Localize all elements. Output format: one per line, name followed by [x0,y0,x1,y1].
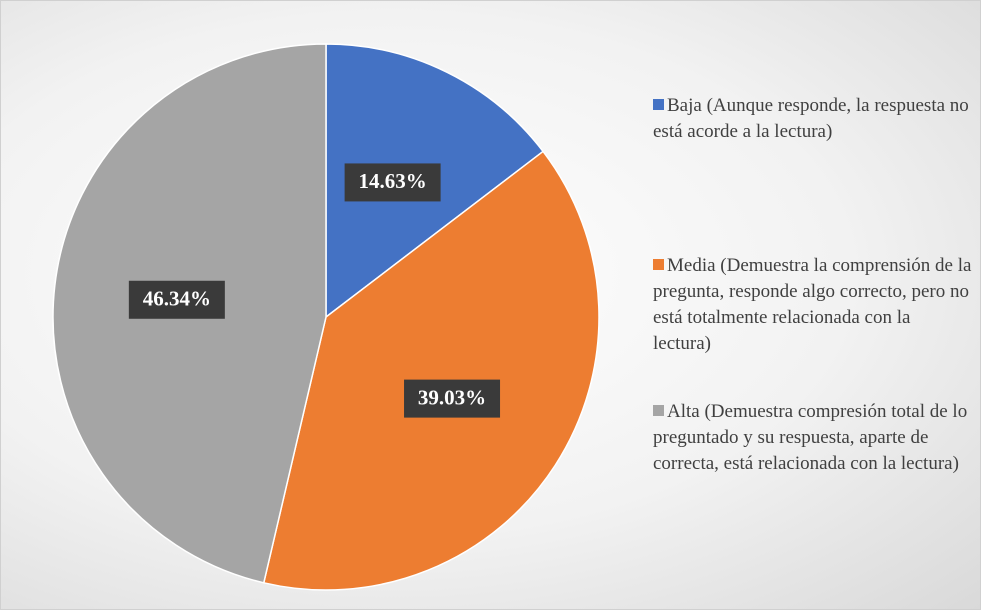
legend-entry: Baja (Aunque responde, la respuesta no e… [653,93,973,145]
legend-entry: Alta (Demuestra compresión total de lo p… [653,399,973,477]
data-label-box [344,163,441,202]
data-label-box [404,379,501,418]
data-label: 39.03% [418,385,486,409]
data-label: 46.34% [143,287,211,311]
legend-entry: Media (Demuestra la comprensión de la pr… [653,253,973,357]
legend-swatch [653,99,664,110]
data-label: 14.63% [358,169,426,193]
legend-swatch [653,259,664,270]
pie-slice [262,150,600,591]
legend-label: Baja (Aunque responde, la respuesta no e… [653,95,969,142]
legend-label: Alta (Demuestra compresión total de lo p… [653,401,968,474]
legend-swatch [653,405,664,416]
data-label-box [128,280,225,319]
legend-label: Media (Demuestra la comprensión de la pr… [653,255,972,354]
